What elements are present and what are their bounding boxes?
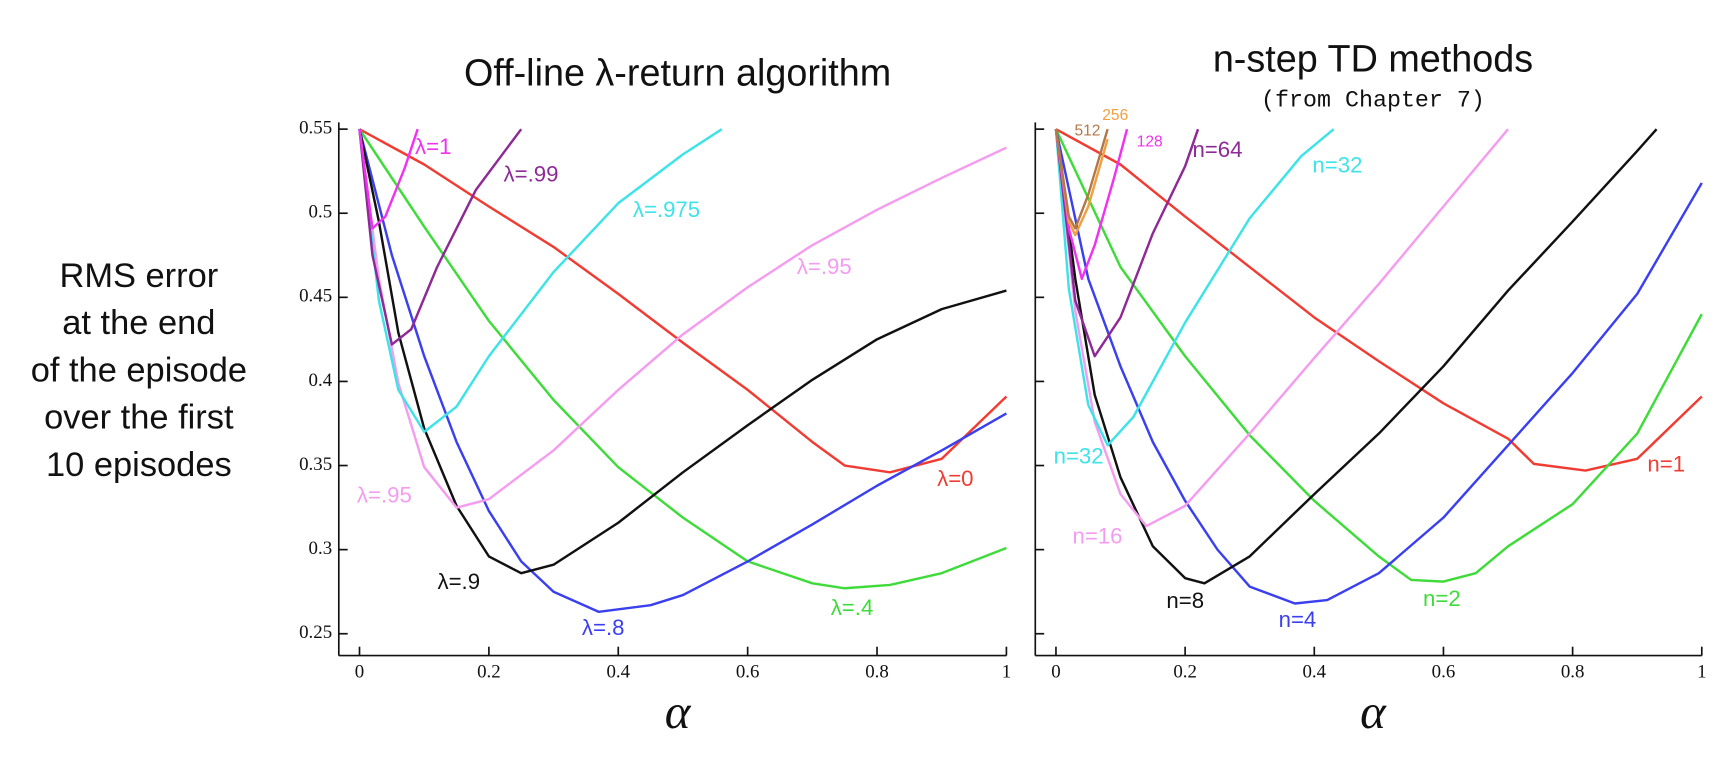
- series-line: [1054, 128, 1200, 358]
- series-line: [358, 128, 1007, 590]
- x-tick-label: 1: [1002, 662, 1011, 683]
- x-tick-label: 1: [1697, 662, 1706, 683]
- series-line: [358, 128, 1008, 614]
- chart-title: n-step TD methods: [1213, 38, 1533, 80]
- y-axis-label: over the first: [44, 399, 234, 437]
- x-axis-label: α: [665, 684, 692, 739]
- series-line: [358, 128, 723, 434]
- y-tick-label: 0.35: [299, 454, 332, 475]
- y-tick-label: 0.3: [309, 538, 333, 559]
- series-label: n=32: [1312, 153, 1362, 178]
- x-tick-label: 0: [1051, 662, 1060, 683]
- series-line: [358, 128, 1007, 575]
- series-line: [1055, 128, 1703, 472]
- chart-title: Off-line λ-return algorithm: [464, 53, 891, 95]
- series-label: 512: [1075, 122, 1101, 139]
- x-tick-label: 0: [355, 662, 364, 683]
- x-tick-label: 0.6: [1432, 662, 1456, 683]
- x-tick-label: 0.4: [1302, 662, 1326, 683]
- x-axis-label: α: [1360, 684, 1387, 739]
- x-tick-label: 0.2: [477, 662, 501, 683]
- series-line: [358, 128, 523, 346]
- y-axis-label: RMS error: [59, 257, 218, 295]
- y-axis-label: 10 episodes: [46, 446, 232, 484]
- series-label: 256: [1102, 107, 1128, 124]
- series-label: 128: [1137, 134, 1163, 151]
- chart-subtitle: (from Chapter 7): [1261, 88, 1485, 114]
- series-label: n=4: [1279, 607, 1317, 632]
- series-label: n=1: [1647, 452, 1685, 477]
- x-tick-label: 0.8: [865, 662, 889, 683]
- series-line: [1054, 128, 1703, 583]
- x-tick-label: 0.6: [736, 662, 760, 683]
- series-label: λ=.4: [831, 595, 874, 620]
- series-line: [1054, 128, 1335, 447]
- series-label: n=32: [1054, 444, 1104, 469]
- series-label: λ=.9: [437, 569, 480, 594]
- series-label: n=16: [1072, 524, 1122, 549]
- y-tick-label: 0.4: [309, 370, 333, 391]
- series-label: λ=.975: [633, 197, 700, 222]
- x-tick-label: 0.8: [1561, 662, 1585, 683]
- series-label: λ=.8: [582, 615, 625, 640]
- series-line: [1054, 128, 1109, 230]
- plot-area: [358, 128, 1008, 614]
- y-tick-label: 0.45: [299, 286, 332, 307]
- series-line: [1054, 128, 1509, 528]
- series-label: λ=.95: [797, 254, 852, 279]
- plot-area: [1054, 128, 1703, 605]
- series-label: n=8: [1166, 588, 1204, 613]
- series-line: [358, 128, 1008, 474]
- y-tick-label: 0.55: [299, 117, 332, 138]
- y-axis-label: of the episode: [31, 351, 247, 389]
- x-tick-label: 0.2: [1173, 662, 1197, 683]
- series-label: n=64: [1192, 137, 1242, 162]
- y-tick-label: 0.5: [309, 202, 333, 223]
- series-line: [1054, 128, 1703, 605]
- series-label: λ=1: [415, 134, 451, 159]
- series-label: λ=.95: [357, 483, 412, 508]
- x-tick-label: 0.4: [606, 662, 630, 683]
- y-tick-label: 0.25: [299, 622, 332, 643]
- y-axis-label: at the end: [62, 304, 215, 342]
- series-label: n=2: [1423, 586, 1461, 611]
- series-label: λ=0: [937, 466, 973, 491]
- series-line: [358, 128, 419, 230]
- series-line: [1054, 128, 1658, 585]
- series-label: λ=.99: [504, 162, 559, 187]
